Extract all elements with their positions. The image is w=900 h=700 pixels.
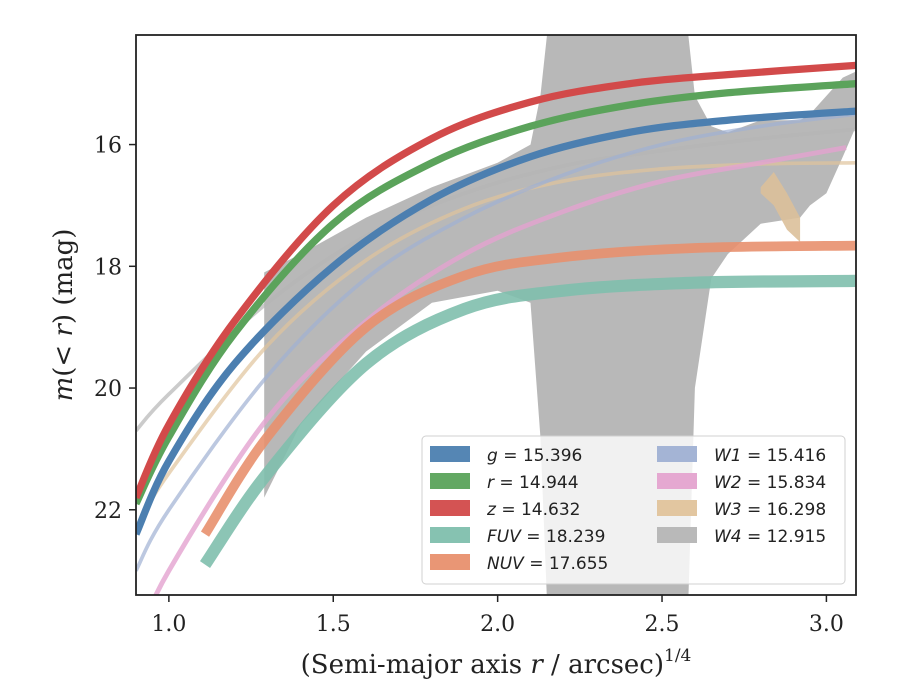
x-tick-label: 2.5 bbox=[645, 612, 680, 637]
series-lines bbox=[136, 61, 856, 595]
uncertainty-bands bbox=[264, 35, 856, 595]
y-tick-label: 16 bbox=[94, 134, 122, 159]
legend-label-NUV: NUV = 17.655 bbox=[487, 554, 608, 574]
legend-label-W4: W4 = 12.915 bbox=[714, 527, 826, 547]
x-tick-label: 3.0 bbox=[809, 612, 844, 637]
x-axis-label-var: r bbox=[530, 650, 544, 680]
series-line-W1 bbox=[136, 112, 856, 572]
legend-swatch-z bbox=[430, 500, 470, 516]
series-line-FUV bbox=[199, 274, 856, 569]
x-tick-label: 1.0 bbox=[151, 612, 186, 637]
legend-label-g: g = 15.396 bbox=[487, 446, 582, 466]
legend-label-FUV: FUV = 18.239 bbox=[487, 527, 605, 547]
x-axis-label-suffix: / arcsec) bbox=[543, 650, 664, 680]
legend: g = 15.396 r = 14.944 z = 14.632 FUV = 18.2… bbox=[421, 435, 846, 585]
y-axis-ticks: 16 18 20 22 bbox=[94, 134, 136, 524]
legend-frame bbox=[421, 435, 846, 585]
legend-swatch-g bbox=[430, 446, 470, 462]
series-line-g bbox=[136, 107, 856, 536]
y-tick-label: 18 bbox=[94, 255, 122, 280]
x-axis-label-exponent: 1/4 bbox=[664, 646, 691, 666]
series-line-z bbox=[136, 61, 856, 500]
legend-swatch-W1 bbox=[657, 446, 697, 462]
legend-swatch-W4 bbox=[657, 527, 697, 543]
series-line-NUV bbox=[200, 240, 856, 537]
plot-frame bbox=[135, 34, 857, 596]
x-axis-label-prefix: (Semi-major axis bbox=[301, 650, 531, 680]
legend-swatch-W3 bbox=[657, 500, 697, 516]
legend-label-W2: W2 = 15.834 bbox=[714, 473, 826, 493]
legend-swatch-W2 bbox=[657, 473, 697, 489]
legend-swatch-FUV bbox=[430, 527, 470, 543]
x-axis-ticks: 1.0 1.5 2.0 2.5 3.0 bbox=[151, 595, 844, 637]
y-tick-label: 22 bbox=[94, 499, 122, 524]
legend-label-W1: W1 = 15.416 bbox=[714, 446, 826, 466]
legend-label-W3: W3 = 16.298 bbox=[714, 500, 826, 520]
series-line-W3 bbox=[136, 160, 856, 529]
series-line-W2 bbox=[153, 145, 847, 595]
legend-swatch-NUV bbox=[430, 554, 470, 570]
band-W4-uncertainty bbox=[264, 35, 856, 595]
x-axis-label: (Semi-major axis r / arcsec)1/4 bbox=[301, 646, 692, 680]
legend-swatch-r bbox=[430, 473, 470, 489]
series-line-r bbox=[136, 80, 856, 506]
x-tick-label: 1.5 bbox=[316, 612, 351, 637]
y-axis-label: m(< r) (mag) bbox=[49, 229, 79, 402]
legend-label-r: r = 14.944 bbox=[487, 473, 579, 493]
legend-label-z: z = 14.632 bbox=[486, 500, 580, 520]
x-tick-label: 2.0 bbox=[480, 612, 515, 637]
y-tick-label: 20 bbox=[94, 377, 122, 402]
band-W3-bump bbox=[760, 172, 801, 242]
